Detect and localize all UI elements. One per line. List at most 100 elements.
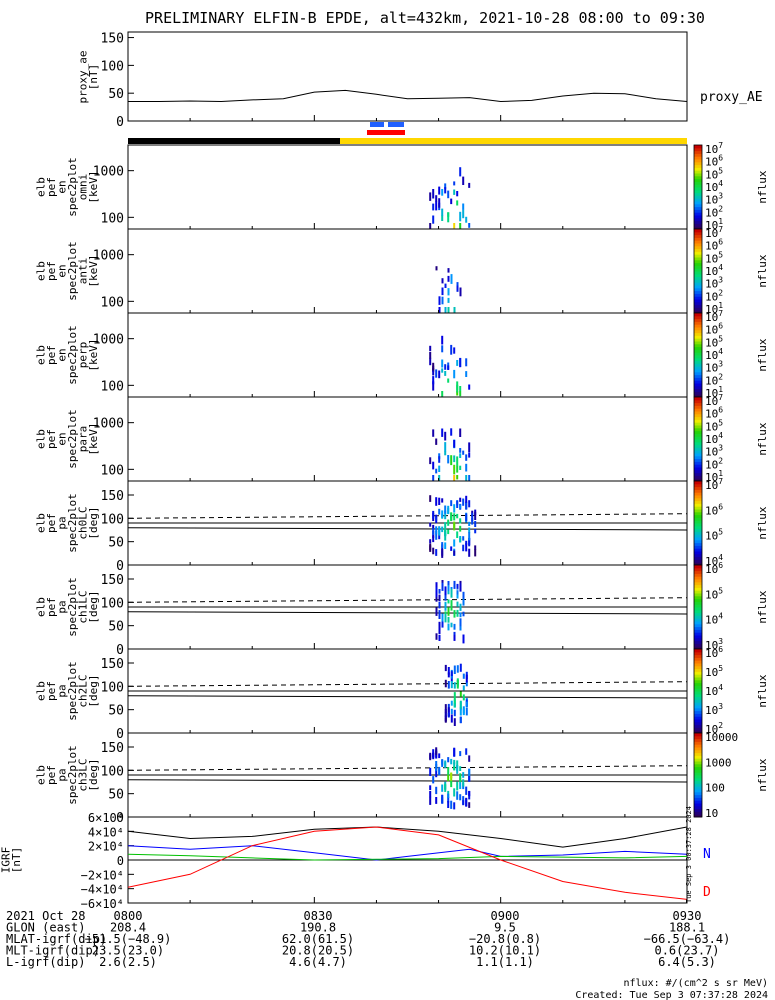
heatmap-cell [429, 457, 432, 465]
colorbar-cell [694, 786, 702, 790]
colorbar-cell [694, 520, 702, 524]
colorbar-cell [694, 775, 702, 779]
heatmap-cell [459, 716, 462, 723]
colorbar-cell [694, 332, 702, 336]
heatmap-cell [453, 539, 456, 547]
colorbar-cell [694, 679, 702, 684]
heatmap-cell [453, 455, 456, 463]
heatmap-cell [429, 352, 432, 359]
heatmap-cell [447, 521, 450, 526]
colorbar-cell [694, 301, 702, 306]
ytick-label: 150 [101, 741, 124, 756]
colorbar-cell [694, 397, 702, 401]
heatmap-cell [468, 776, 471, 782]
status-bar-black [128, 138, 340, 144]
colorbar-cell [694, 562, 702, 566]
panel-ylabel: elbpefpaspec2plotch1LC[deg] [35, 577, 101, 637]
heatmap-cell [444, 371, 447, 376]
colorbar-cell [694, 621, 702, 625]
colorbar-tick-label: 104 [705, 179, 723, 194]
heatmap-cell [438, 497, 441, 505]
panel-pa_ch1LC: 0 50 100 150 103 104 105 106 nflux elbpefpaspec2p… [35, 561, 770, 658]
ytick-label: 100 [101, 680, 124, 695]
colorbar-cell [694, 388, 702, 392]
colorbar-cell [694, 783, 702, 787]
colorbar-cell [694, 299, 702, 303]
colorbar-cell [694, 324, 702, 328]
heatmap-cell [441, 287, 444, 296]
colorbar-cell [694, 430, 702, 434]
heatmap-cell [429, 785, 432, 791]
igrf-panel: 6×10⁴4×10⁴2×10⁴0−2×10⁴−4×10⁴−6×10⁴NDIGRF… [0, 811, 711, 911]
ae-ytick-label: 100 [101, 59, 124, 74]
heatmap-cell [468, 527, 471, 533]
colorbar-cell [694, 276, 702, 280]
heatmap-cell [453, 550, 456, 556]
heatmap-cell [444, 364, 447, 370]
colorbar-cell [694, 271, 702, 275]
heatmap-cell [462, 685, 465, 691]
colorbar-cell [694, 640, 702, 644]
heatmap-cell [438, 594, 441, 602]
heatmap-cell [459, 782, 462, 789]
colorbar-cell [694, 492, 702, 496]
heatmap-cell [429, 345, 432, 352]
heatmap-cell [438, 475, 441, 482]
colorbar-cell [694, 556, 702, 560]
colorbar-tick-label: 103 [705, 192, 723, 207]
heatmap-cell [459, 583, 462, 591]
heatmap-cell [459, 794, 462, 801]
ytick-label: 150 [101, 657, 124, 672]
colorbar-label: nflux [756, 590, 769, 623]
heatmap-cell [462, 634, 465, 644]
colorbar-cell [694, 201, 702, 205]
colorbar-tick-label: 106 [705, 502, 723, 517]
colorbar-cell [694, 343, 702, 348]
colorbar-cell [694, 713, 702, 717]
ae-legend: proxy_AE [700, 90, 763, 105]
heatmap-cell [456, 760, 459, 768]
igrf-ytick-label: 6×10⁴ [88, 811, 124, 825]
loss-cone-line [127, 779, 688, 783]
heatmap-cell [438, 186, 441, 195]
ytick-label: 100 [101, 463, 124, 478]
heatmap-cell [450, 773, 453, 779]
footer-value: 0900 [491, 909, 520, 923]
igrf-ylabel-text: IGRF[nT] [0, 847, 23, 874]
colorbar-cell [694, 797, 702, 801]
heatmap-cell [450, 671, 453, 676]
colorbar-cell [694, 399, 702, 404]
colorbar-cell [694, 159, 702, 163]
footer-value: 0.6(23.7) [654, 944, 719, 958]
heatmap-cell [447, 307, 450, 315]
colorbar-cell [694, 677, 702, 681]
heatmap-cell [438, 526, 441, 534]
heatmap-cell [465, 681, 468, 687]
colorbar-tick-label: 106 [705, 645, 723, 660]
proxy-ae-panel: 0 50 100 150 proxy_AE proxy_ae[nT] [77, 31, 763, 130]
colorbar-tick-label: 105 [705, 418, 723, 433]
heatmap-cell [474, 511, 477, 520]
heatmap-cell [468, 768, 471, 777]
colorbar-label: nflux [756, 674, 769, 707]
colorbar-cell [694, 523, 702, 527]
colorbar-cell [694, 749, 702, 754]
ytick-label: 1000 [93, 249, 124, 264]
colorbar-cell [694, 220, 702, 224]
heatmap-cell [441, 208, 444, 216]
heatmap-cell [465, 513, 468, 522]
heatmap-cell [429, 752, 432, 761]
heatmap-cell [447, 703, 450, 710]
colorbar-tick-label: 107 [705, 477, 723, 492]
colorbar-cell [694, 419, 702, 423]
colorbar-cell [694, 654, 702, 658]
colorbar-cell [694, 464, 702, 468]
ytick-label: 100 [101, 211, 124, 226]
colorbar-cell [694, 195, 702, 199]
colorbar-tick-label: 107 [705, 393, 723, 408]
heatmap-cell [429, 796, 432, 805]
heatmap-cell [459, 537, 462, 542]
heatmap-cell [447, 712, 450, 718]
heatmap-cell [465, 674, 468, 683]
